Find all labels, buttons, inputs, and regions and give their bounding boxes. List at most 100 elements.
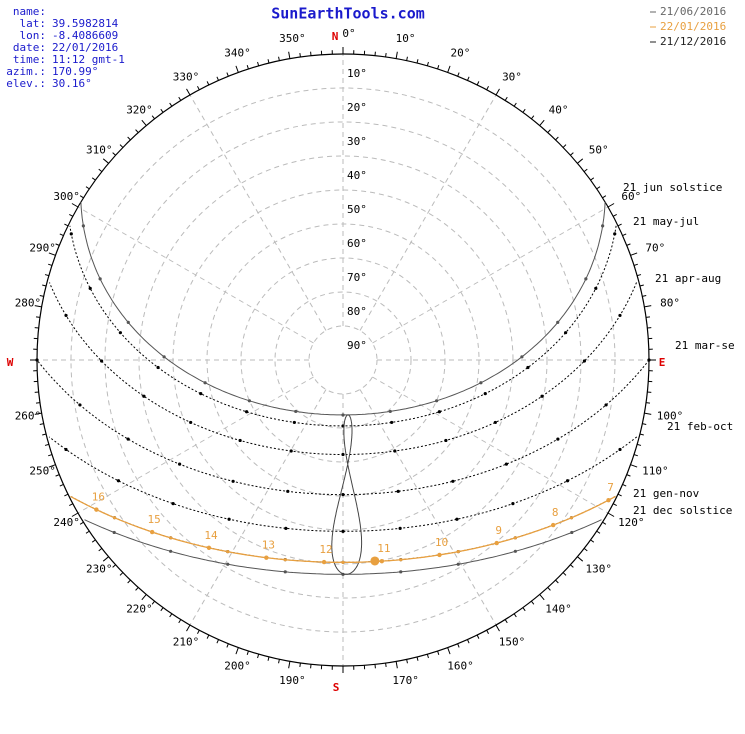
azimuth-tick: [79, 195, 84, 199]
hour-dot: [69, 232, 73, 236]
azimuth-tick: [98, 168, 103, 173]
info-value: 170.99°: [52, 65, 98, 78]
azimuth-tick: [645, 316, 651, 318]
elevation-label: 40°: [347, 169, 367, 182]
info-value: 30.16°: [52, 77, 92, 90]
azimuth-tick: [622, 233, 627, 236]
azimuth-tick: [151, 115, 156, 120]
hour-dot: [601, 224, 605, 228]
azimuth-tick: [539, 594, 545, 601]
azimuth-tick: [633, 263, 638, 266]
info-label: date:: [13, 41, 46, 54]
azimuth-tick: [457, 72, 460, 77]
hour-dot: [393, 449, 397, 453]
azimuth-tick: [457, 643, 460, 648]
azimuth-tick: [135, 129, 139, 133]
hour-dot: [64, 447, 68, 452]
azimuth-tick: [235, 647, 239, 655]
hour-point: [94, 507, 99, 512]
sun-position: [370, 556, 380, 566]
azimuth-label: 290°: [29, 242, 56, 255]
azimuth-label: 70°: [645, 242, 665, 255]
azimuth-tick: [69, 503, 74, 506]
hour-dot: [284, 526, 288, 530]
hour-dot: [64, 313, 68, 318]
info-label: name:: [13, 5, 46, 18]
hour-dot: [341, 493, 345, 497]
azimuth-label: 340°: [224, 47, 251, 60]
analemma: [331, 414, 363, 575]
legend-label: 21/06/2016: [660, 5, 726, 18]
azimuth-tick: [555, 136, 559, 141]
azimuth-tick: [504, 96, 508, 101]
hour-dot: [112, 530, 116, 535]
azimuth-tick: [42, 284, 47, 287]
azimuth-tick: [55, 474, 60, 477]
azimuth-tick: [504, 619, 508, 624]
elevation-label: 70°: [347, 271, 367, 284]
hour-dot: [341, 413, 345, 417]
azimuth-tick: [495, 624, 500, 632]
hour-dot: [584, 277, 588, 281]
hour-dot: [244, 410, 249, 414]
elevation-label: 30°: [347, 135, 367, 148]
azimuth-tick: [135, 587, 139, 591]
azimuth-tick: [630, 252, 638, 256]
hour-dot: [162, 355, 166, 359]
azimuth-tick: [617, 223, 622, 227]
azimuth-label: 300°: [53, 190, 80, 203]
azimuth-tick: [644, 305, 652, 308]
azimuth-tick: [59, 233, 64, 236]
hour-dot: [227, 517, 231, 521]
azimuth-tick: [416, 656, 419, 661]
hour-label: 14: [204, 529, 218, 542]
hour-point: [206, 545, 212, 550]
azimuth-tick: [447, 647, 451, 655]
hour-label: 13: [262, 539, 275, 552]
hour-label: 9: [495, 524, 502, 537]
hour-dot: [456, 550, 460, 554]
azimuth-label: 330°: [173, 71, 200, 84]
azimuth-tick: [71, 203, 79, 208]
hour-point: [149, 529, 155, 535]
azimuth-tick: [48, 263, 53, 266]
hour-dot: [594, 286, 598, 290]
curve-label: 21 gen-nov: [633, 487, 700, 500]
hour-dot: [647, 358, 651, 362]
azimuth-tick: [169, 102, 173, 107]
hour-point: [264, 555, 269, 560]
hour-dot: [451, 479, 455, 483]
elevation-ring: [138, 155, 548, 565]
azimuth-tick: [102, 556, 109, 562]
azimuth-tick: [607, 203, 615, 208]
azimuth-tick: [235, 65, 239, 73]
azimuth-spoke: [359, 389, 497, 626]
azimuth-tick: [539, 119, 545, 126]
azimuth-tick: [562, 572, 567, 576]
hour-dot: [283, 570, 287, 574]
azimuth-tick: [486, 629, 489, 634]
azimuth-tick: [141, 119, 147, 126]
azimuth-label: 40°: [549, 103, 569, 116]
azimuth-tick: [257, 61, 260, 66]
hour-dot: [618, 313, 622, 318]
compass-label: E: [659, 356, 666, 369]
azimuth-tick: [169, 613, 173, 618]
azimuth-label: 210°: [173, 635, 200, 648]
azimuth-label: 150°: [499, 635, 526, 648]
azimuth-tick: [547, 129, 551, 133]
azimuth-tick: [119, 144, 124, 148]
hour-label: 10: [435, 536, 448, 549]
hour-dot: [35, 358, 39, 362]
azimuth-tick: [64, 223, 69, 227]
hour-point: [606, 497, 611, 503]
declination-curve: [48, 436, 638, 532]
azimuth-tick: [486, 86, 489, 91]
azimuth-label: 0°: [342, 27, 355, 40]
curve-label: 21 mar-se: [675, 339, 735, 352]
azimuth-tick: [612, 503, 617, 506]
compass-label: S: [333, 681, 340, 694]
legend-label: 21/12/2016: [660, 35, 726, 48]
info-label: azim.:: [6, 65, 46, 78]
